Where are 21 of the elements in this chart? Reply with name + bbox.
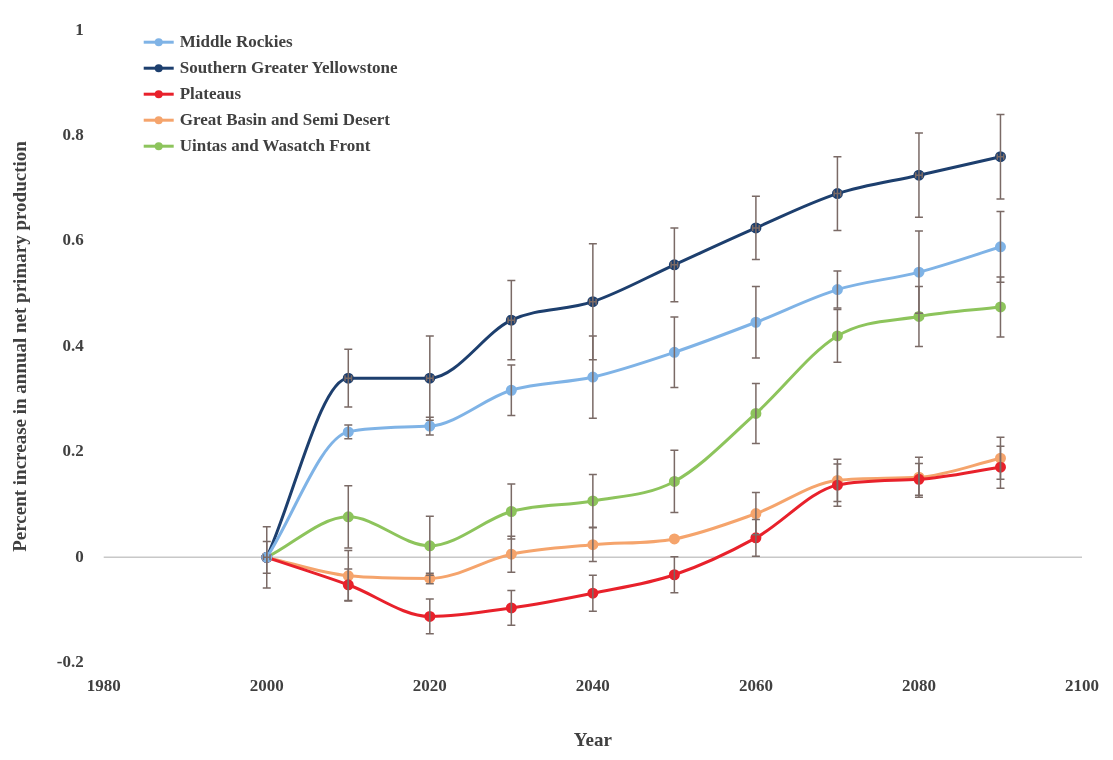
legend-label: Uintas and Wasatch Front [179, 135, 371, 155]
y-tick-label: 0.6 [62, 230, 84, 250]
y-tick-label: 0 [75, 546, 84, 566]
y-tick-label: 0.8 [62, 125, 84, 145]
x-tick-label: 2000 [249, 676, 284, 696]
x-tick-label: 2060 [738, 676, 773, 696]
y-tick-label: -0.2 [56, 652, 84, 672]
x-tick-label: 2020 [412, 676, 447, 696]
y-tick-label: 0.2 [62, 441, 84, 461]
legend-label: Great Basin and Semi Desert [179, 109, 391, 129]
y-tick-label: 1 [75, 19, 84, 39]
x-tick-label: 2100 [1065, 676, 1099, 696]
x-tick-label: 2040 [575, 676, 610, 696]
x-tick-label: 1980 [86, 676, 121, 696]
y-tick-label: 0.4 [62, 335, 85, 355]
x-axis-title: Year [573, 728, 613, 750]
legend-label: Southern Greater Yellowstone [179, 57, 398, 77]
legend-label: Plateaus [179, 83, 242, 103]
y-axis-title: Percent increase in annual net primary production [9, 140, 31, 552]
x-tick-label: 2080 [901, 676, 936, 696]
legend-label: Middle Rockies [179, 31, 293, 51]
